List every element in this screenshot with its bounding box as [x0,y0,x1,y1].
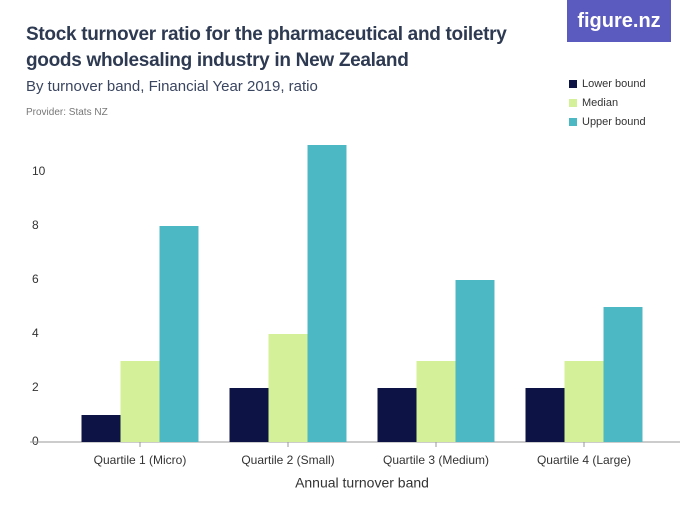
bar [416,361,456,442]
bar [307,145,347,442]
y-tick-label: 4 [32,326,39,340]
bar [564,361,604,442]
x-tick-label: Quartile 3 (Medium) [383,453,489,467]
bar [81,415,121,442]
provider: Provider: Stats NZ [26,107,108,118]
legend-swatch [569,80,577,88]
x-axis-label: Annual turnover band [295,475,429,491]
y-tick-label: 8 [32,218,39,232]
bar [268,334,308,442]
bar [525,388,565,442]
x-tick-label: Quartile 2 (Small) [241,453,334,467]
legend-label: Upper bound [582,116,646,128]
bar [455,280,495,442]
chart-subtitle: By turnover band, Financial Year 2019, r… [26,78,318,95]
x-tick-label: Quartile 4 (Large) [537,453,631,467]
legend-label: Median [582,97,618,109]
bar [377,388,417,442]
bar [603,307,643,442]
y-tick-label: 6 [32,272,39,286]
logo[interactable]: figure.nz [567,0,671,42]
bar [159,226,199,442]
legend-swatch [569,99,577,107]
bar [229,388,269,442]
x-tick-label: Quartile 1 (Micro) [94,453,187,467]
y-tick-label: 0 [32,434,39,448]
chart-title: Stock turnover ratio for the pharmaceuti… [26,24,507,71]
legend-label: Lower bound [582,78,646,90]
bar [120,361,160,442]
y-tick-label: 2 [32,380,39,394]
legend-swatch [569,118,577,126]
y-tick-label: 10 [32,164,46,178]
